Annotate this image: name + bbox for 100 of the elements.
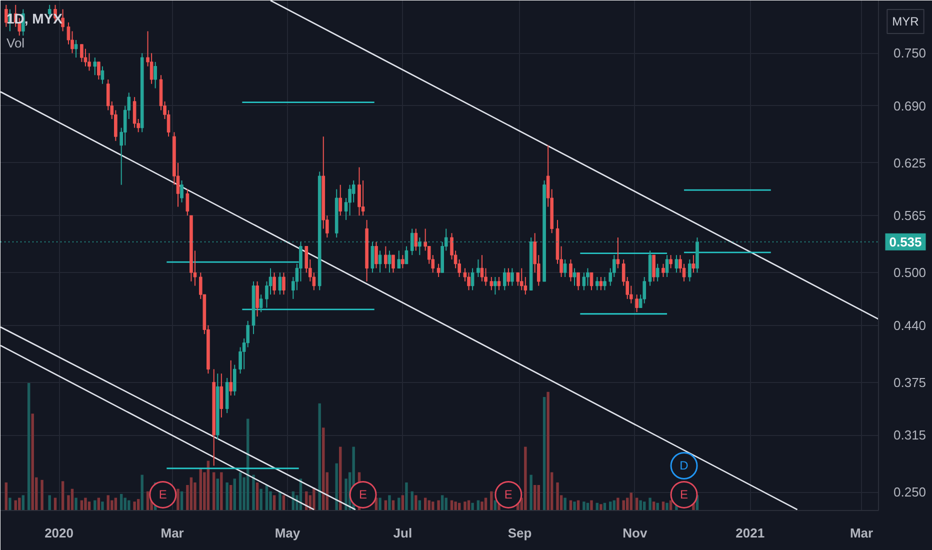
candlestick bbox=[80, 44, 84, 62]
x-tick-label: Mar bbox=[160, 526, 184, 540]
annotation: D bbox=[680, 458, 689, 473]
candlestick bbox=[93, 57, 97, 76]
y-tick-label: 0.440 bbox=[894, 318, 926, 333]
candlestick bbox=[348, 184, 352, 216]
bar bbox=[312, 488, 316, 510]
candlestick bbox=[516, 272, 520, 286]
candlestick bbox=[154, 61, 157, 89]
bar bbox=[590, 500, 593, 510]
bar bbox=[335, 463, 338, 510]
bar bbox=[530, 474, 532, 510]
candlestick bbox=[582, 272, 586, 291]
candlestick bbox=[404, 246, 408, 264]
x-tick-label: 2021 bbox=[736, 526, 765, 540]
bar bbox=[199, 468, 202, 510]
candlestick bbox=[502, 268, 506, 291]
candlestick bbox=[494, 276, 497, 296]
candlestick bbox=[656, 263, 660, 282]
bar bbox=[600, 504, 602, 510]
y-tick-label: 0.500 bbox=[894, 265, 926, 280]
candlestick bbox=[220, 373, 224, 418]
candlestick bbox=[497, 276, 501, 291]
candlestick bbox=[692, 254, 696, 274]
candlestick bbox=[635, 294, 638, 313]
candlestick bbox=[682, 263, 686, 282]
bar bbox=[216, 478, 219, 510]
candlestick bbox=[463, 268, 467, 282]
candlestick bbox=[569, 258, 572, 282]
candlestick bbox=[61, 8, 64, 32]
candlestick bbox=[384, 246, 388, 269]
ref-line-label: 0.535 bbox=[889, 234, 922, 250]
annotation: E bbox=[504, 488, 512, 502]
bar bbox=[226, 482, 228, 510]
bar bbox=[101, 502, 104, 510]
candlestick bbox=[132, 96, 136, 128]
candlestick bbox=[256, 280, 259, 318]
bar bbox=[322, 428, 325, 510]
bar bbox=[278, 491, 282, 510]
bar bbox=[27, 383, 30, 510]
annotation: E bbox=[680, 488, 688, 502]
annotation: E bbox=[158, 488, 167, 502]
bar bbox=[440, 495, 444, 510]
candlestick bbox=[510, 268, 514, 286]
candlestick bbox=[688, 258, 692, 282]
bar bbox=[260, 488, 262, 510]
candlestick bbox=[665, 254, 669, 278]
x-tick-label: May bbox=[274, 526, 301, 540]
candlestick bbox=[100, 66, 104, 84]
candlestick bbox=[268, 268, 272, 296]
bar bbox=[454, 502, 457, 510]
bar bbox=[630, 492, 633, 510]
bar bbox=[133, 502, 136, 510]
candlestick bbox=[506, 268, 510, 286]
y-tick-label: 0.565 bbox=[894, 208, 926, 224]
candlestick bbox=[88, 52, 91, 72]
bar bbox=[573, 502, 576, 510]
bar bbox=[639, 500, 642, 510]
candlestick bbox=[378, 250, 382, 274]
bar bbox=[533, 485, 536, 510]
bar bbox=[220, 472, 223, 510]
bar bbox=[233, 478, 236, 510]
candlestick bbox=[401, 254, 404, 269]
bar bbox=[437, 500, 440, 510]
bar bbox=[74, 498, 78, 510]
bar bbox=[128, 500, 130, 510]
bar bbox=[61, 481, 64, 510]
bar bbox=[622, 500, 625, 510]
bar bbox=[524, 446, 527, 510]
bar bbox=[256, 482, 259, 510]
bar bbox=[176, 488, 180, 510]
bar bbox=[464, 502, 466, 510]
candlestick bbox=[229, 360, 233, 396]
bar bbox=[471, 502, 474, 510]
bar bbox=[282, 495, 286, 510]
bar bbox=[616, 498, 620, 510]
candlestick bbox=[74, 40, 78, 58]
bar bbox=[432, 502, 434, 510]
candlestick bbox=[232, 364, 236, 396]
bar bbox=[8, 498, 12, 510]
bar bbox=[656, 502, 659, 510]
candlestick bbox=[572, 268, 576, 286]
candlestick bbox=[66, 22, 70, 45]
candlestick bbox=[4, 4, 8, 28]
y-tick-label: 0.315 bbox=[894, 428, 926, 443]
bar bbox=[40, 480, 44, 510]
bar bbox=[230, 485, 232, 510]
bar bbox=[546, 392, 550, 510]
candlestick bbox=[272, 272, 276, 296]
candlestick bbox=[186, 188, 190, 216]
bar bbox=[556, 482, 559, 510]
bar bbox=[252, 474, 255, 510]
y-tick-label: 0.625 bbox=[894, 155, 926, 170]
candlestick bbox=[576, 272, 580, 291]
candlestick bbox=[642, 276, 646, 304]
x-tick-label: Mar bbox=[850, 526, 874, 540]
candlestick bbox=[662, 263, 665, 278]
candlestick bbox=[669, 254, 672, 269]
bar bbox=[140, 474, 144, 510]
candlestick bbox=[282, 272, 286, 296]
